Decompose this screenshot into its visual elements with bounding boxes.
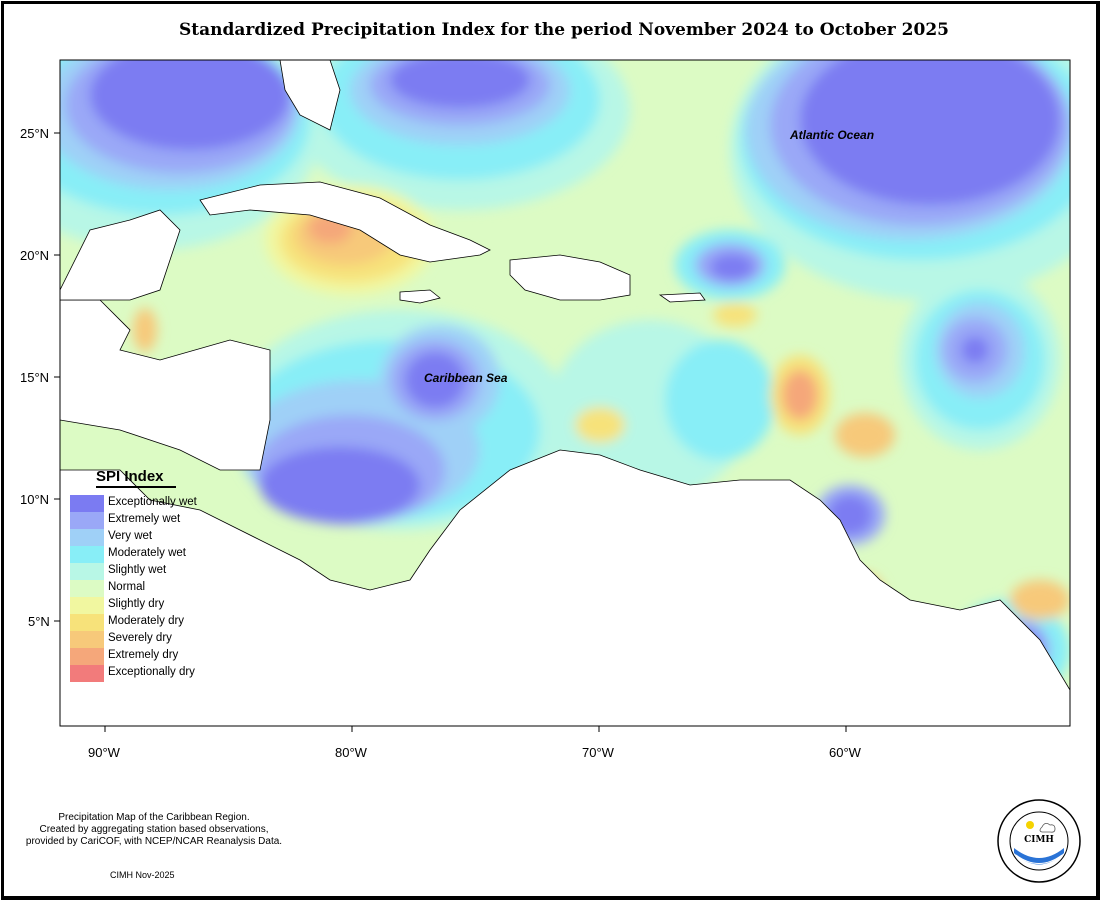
legend-label: Moderately dry <box>108 615 185 627</box>
field-abc-moderately-dry <box>575 407 625 443</box>
legend-label: Moderately wet <box>108 547 186 559</box>
cuba-landmass <box>199 181 491 263</box>
legend-swatch <box>70 648 104 665</box>
legend-label: Severely dry <box>108 632 172 644</box>
lat-label-25n: 25°N <box>20 126 50 141</box>
field-gulf-exceptionally-wet <box>90 60 290 150</box>
field-amapa-severely-dry <box>1010 580 1070 620</box>
legend-swatch <box>70 597 104 614</box>
field-bahamas-exceptionally-wet <box>390 60 530 108</box>
cloud-icon <box>1039 823 1056 833</box>
legend-label: Extremely wet <box>108 513 181 525</box>
credits-line-1: Precipitation Map of the Caribbean Regio… <box>58 812 250 823</box>
florida-landmass <box>279 60 341 131</box>
credits-line-3: provided by CariCOF, with NCEP/NCAR Rean… <box>25 836 283 847</box>
legend-label: Slightly dry <box>108 598 165 610</box>
lon-label-90w: 90°W <box>88 745 120 760</box>
legend-swatch <box>70 546 104 563</box>
legend-swatch <box>70 614 104 631</box>
cimh-logo: CIMH <box>997 799 1081 883</box>
lon-label-70w: 70°W <box>582 745 614 760</box>
legend-label: Very wet <box>108 530 153 542</box>
field-center-exceptionally-wet <box>405 352 465 408</box>
central-america-landmass <box>60 299 271 471</box>
south-america-landmass <box>60 449 1070 726</box>
field-atlantic-exceptionally-wet <box>800 60 1060 205</box>
legend-swatch <box>70 665 104 682</box>
land-masses <box>60 60 1070 726</box>
sun-icon <box>1026 821 1034 829</box>
legend-swatch <box>70 580 104 597</box>
field-virgin-moderately-dry <box>713 303 757 327</box>
field-pr-exceptionally-wet <box>710 254 754 280</box>
legend-swatch <box>70 495 104 512</box>
legend-swatch <box>70 529 104 546</box>
field-east-exceptionally-wet <box>961 336 989 364</box>
puerto-rico-landmass <box>658 292 706 303</box>
caribbean-sea-label: Caribbean Sea <box>424 371 508 385</box>
map-border <box>59 59 1071 727</box>
field-windward-extremely-dry <box>782 370 818 420</box>
axis-ticks <box>54 132 847 732</box>
legend-label: Exceptionally dry <box>108 666 195 678</box>
legend-swatch <box>70 512 104 529</box>
lat-label-20n: 20°N <box>20 248 50 263</box>
atlantic-ocean-label: Atlantic Ocean <box>790 128 875 142</box>
yucatan-landmass <box>60 209 181 301</box>
field-lesser-antilles-moderately-wet <box>665 340 775 460</box>
map-credits: Precipitation Map of the Caribbean Regio… <box>6 812 302 848</box>
map-title: Standardized Precipitation Index for the… <box>178 20 949 40</box>
field-barbados-severely-dry <box>835 413 895 457</box>
waves-icon <box>1014 848 1064 865</box>
lon-label-60w: 60°W <box>829 745 861 760</box>
legend-label: Extremely dry <box>108 649 179 661</box>
spi-field <box>60 60 1070 726</box>
field-carib-exceptionally-wet <box>260 447 420 523</box>
legend-label: Exceptionally wet <box>108 496 197 508</box>
lat-label-15n: 15°N <box>20 370 50 385</box>
field-belize-severely-dry <box>133 308 157 352</box>
legend-swatch <box>70 631 104 648</box>
legend-label: Slightly wet <box>108 564 167 576</box>
lon-label-80w: 80°W <box>335 745 367 760</box>
wave-line <box>1015 854 1063 864</box>
logo-text: CIMH <box>1024 835 1054 845</box>
legend-title: SPI Index <box>96 468 176 488</box>
legend-swatch <box>70 563 104 580</box>
lat-label-5n: 5°N <box>28 614 50 629</box>
jamaica-landmass <box>399 289 441 304</box>
credits-date: CIMH Nov-2025 <box>110 870 175 880</box>
legend-label: Normal <box>108 581 146 593</box>
credits-line-2: Created by aggregating station based obs… <box>39 824 269 835</box>
lat-label-10n: 10°N <box>20 492 50 507</box>
hispaniola-landmass <box>509 254 631 301</box>
